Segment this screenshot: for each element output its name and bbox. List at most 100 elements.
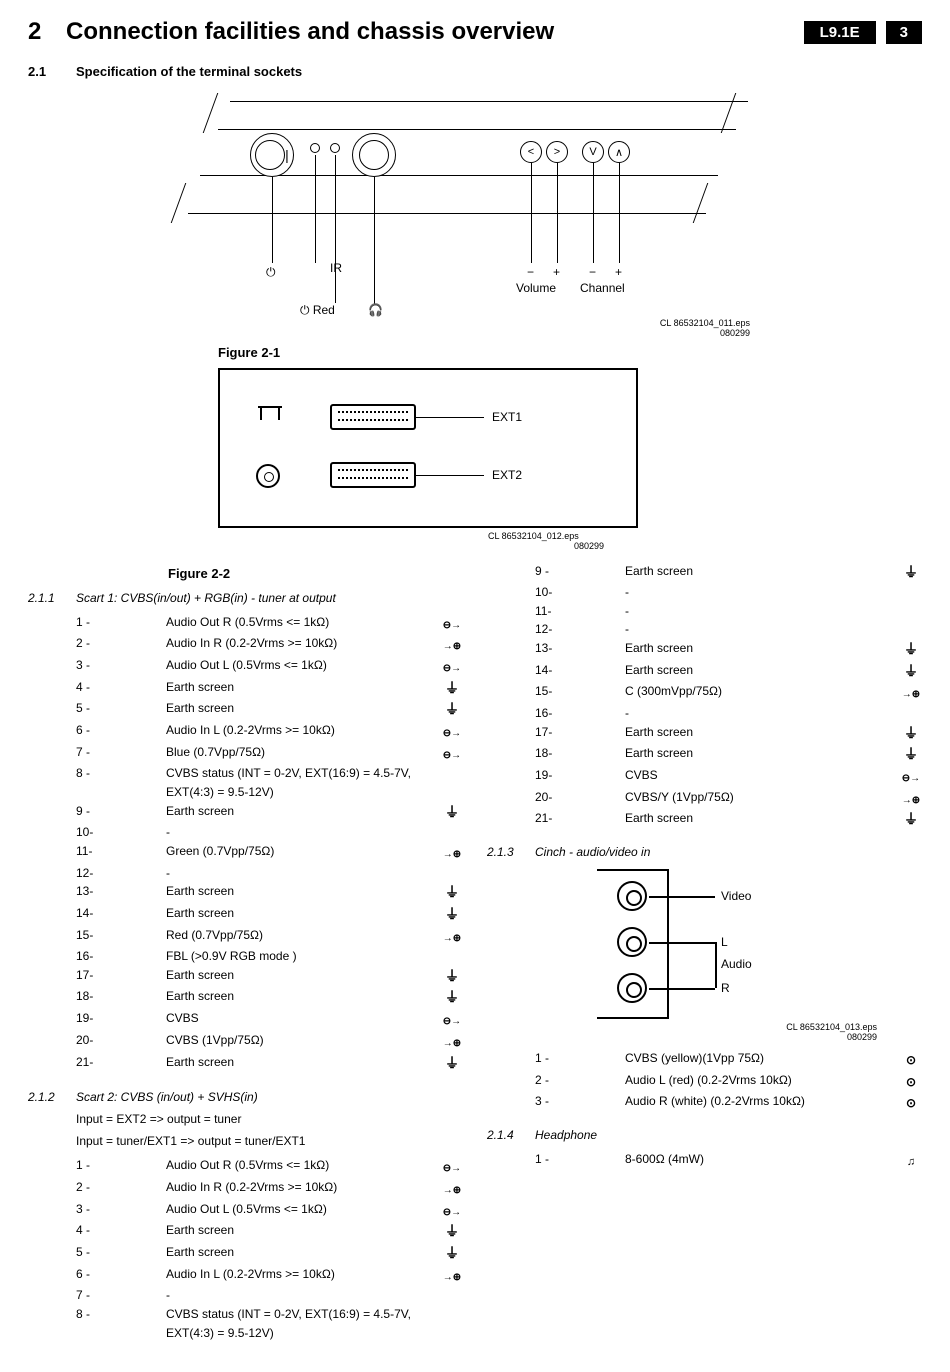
gnd-symbol-icon	[441, 987, 463, 1009]
pin-row: 1 -Audio Out R (0.5Vrms <= 1kΩ)	[28, 613, 463, 635]
pin-description: -	[166, 864, 441, 883]
hp-symbol-icon	[900, 1150, 922, 1172]
pin-description: -	[625, 602, 900, 621]
pin-description: Audio Out R (0.5Vrms <= 1kΩ)	[166, 613, 441, 632]
pin-number: 4 -	[76, 678, 166, 697]
pin-row: 14-Earth screen	[28, 904, 463, 926]
pin-description: -	[166, 823, 441, 842]
video-jack-icon	[617, 881, 647, 911]
gnd-symbol-icon	[900, 809, 922, 831]
pin-row: 8 -CVBS status (INT = 0-2V, EXT(16:9) = …	[28, 1305, 463, 1342]
pin-number: 1 -	[76, 1156, 166, 1175]
pin-number: 21-	[535, 809, 625, 828]
pin-description: Earth screen	[166, 678, 441, 697]
scart2-note1: Input = EXT2 => output = tuner	[76, 1112, 463, 1126]
pin-description: Audio In L (0.2-2Vrms >= 10kΩ)	[166, 1265, 441, 1284]
power-label: ⏻	[266, 265, 276, 280]
pin-row: 9 -Earth screen	[487, 562, 922, 584]
pin-row: 16--	[487, 704, 922, 723]
gnd-symbol-icon	[441, 882, 463, 904]
pin-description: Green (0.7Vpp/75Ω)	[166, 842, 441, 861]
coax-icon	[256, 464, 280, 488]
pin-number: 10-	[76, 823, 166, 842]
scart2-pin-list-b: 9 -Earth screen10--11--12--13-Earth scre…	[487, 562, 922, 832]
pin-number: 19-	[76, 1009, 166, 1028]
ext2-label: EXT2	[492, 468, 522, 482]
pin-description: Audio Out R (0.5Vrms <= 1kΩ)	[166, 1156, 441, 1175]
badge-container: L9.1E 3	[804, 21, 922, 44]
pin-description: CVBS (yellow)(1Vpp 75Ω)	[625, 1049, 900, 1068]
fig21-title: Figure 2-1	[218, 345, 638, 360]
pin-row: 1 -CVBS (yellow)(1Vpp 75Ω)	[487, 1049, 922, 1071]
fig22-caption: CL 86532104_012.eps 080299	[488, 532, 838, 552]
pin-row: 13-Earth screen	[487, 639, 922, 661]
scart2-pin-list-a: 1 -Audio Out R (0.5Vrms <= 1kΩ)2 -Audio …	[28, 1156, 463, 1342]
pin-number: 18-	[535, 744, 625, 763]
model-badge: L9.1E	[804, 21, 876, 44]
fig22-title: Figure 2-2	[168, 566, 463, 581]
pin-description: CVBS/Y (1Vpp/75Ω)	[625, 788, 900, 807]
pin-number: 1 -	[76, 613, 166, 632]
pin-number: 13-	[76, 882, 166, 901]
out-symbol-icon	[441, 1200, 463, 1222]
sub-2-1-4-head: 2.1.4 Headphone	[487, 1128, 922, 1142]
pin-row: 19-CVBS	[28, 1009, 463, 1031]
pin-description: Earth screen	[166, 904, 441, 923]
pin-row: 11--	[487, 602, 922, 621]
pin-description: Earth screen	[166, 966, 441, 985]
pin-row: 17-Earth screen	[487, 723, 922, 745]
pin-description: Earth screen	[166, 1053, 441, 1072]
pin-number: 8 -	[76, 764, 166, 783]
io-symbol-icon	[900, 1092, 922, 1114]
pin-description: FBL (>0.9V RGB mode )	[166, 947, 441, 966]
pin-description: Earth screen	[625, 809, 900, 828]
pin-description: -	[625, 583, 900, 602]
pin-description: Earth screen	[166, 882, 441, 901]
section-2-1-head: 2.1 Specification of the terminal socket…	[28, 64, 922, 79]
gnd-symbol-icon	[441, 1243, 463, 1265]
pin-description: Audio Out L (0.5Vrms <= 1kΩ)	[166, 656, 441, 675]
pin-row: 15-Red (0.7Vpp/75Ω)	[28, 926, 463, 948]
sub-2-1-1-head: 2.1.1 Scart 1: CVBS(in/out) + RGB(in) - …	[28, 591, 463, 605]
minus1-label: −	[527, 265, 534, 279]
pin-description: CVBS status (INT = 0-2V, EXT(16:9) = 4.5…	[166, 764, 441, 801]
pin-columns: Figure 2-2 2.1.1 Scart 1: CVBS(in/out) +…	[28, 562, 922, 1343]
pin-description: Earth screen	[166, 1243, 441, 1262]
page-badge: 3	[886, 21, 922, 44]
pin-number: 9 -	[535, 562, 625, 581]
pin-row: 7 -Blue (0.7Vpp/75Ω)	[28, 743, 463, 765]
pin-number: 21-	[76, 1053, 166, 1072]
pin-number: 14-	[535, 661, 625, 680]
gnd-symbol-icon	[900, 661, 922, 683]
pin-description: Earth screen	[166, 802, 441, 821]
pin-description: Earth screen	[625, 661, 900, 680]
pin-number: 17-	[76, 966, 166, 985]
pin-description: Audio L (red) (0.2-2Vrms 10kΩ)	[625, 1071, 900, 1090]
pin-description: CVBS	[166, 1009, 441, 1028]
right-column: 9 -Earth screen10--11--12--13-Earth scre…	[487, 562, 922, 1343]
pin-description: -	[166, 1286, 441, 1305]
gnd-symbol-icon	[441, 699, 463, 721]
pin-row: 16-FBL (>0.9V RGB mode )	[28, 947, 463, 966]
scart2-icon	[330, 462, 416, 488]
pin-row: 13-Earth screen	[28, 882, 463, 904]
pin-number: 5 -	[76, 1243, 166, 1262]
inp-symbol-icon	[900, 682, 922, 704]
pin-number: 3 -	[76, 656, 166, 675]
section-title: Specification of the terminal sockets	[76, 64, 302, 79]
pin-row: 18-Earth screen	[487, 744, 922, 766]
scart2-note2: Input = tuner/EXT1 => output = tuner/EXT…	[76, 1134, 463, 1148]
video-label: Video	[721, 889, 751, 903]
pin-number: 5 -	[76, 699, 166, 718]
gnd-symbol-icon	[441, 1053, 463, 1075]
pin-number: 7 -	[76, 1286, 166, 1305]
ir-label: IR	[330, 261, 342, 275]
gnd-symbol-icon	[441, 802, 463, 824]
pin-description: Blue (0.7Vpp/75Ω)	[166, 743, 441, 762]
red-label: ⏻ Red	[300, 303, 335, 318]
inp-symbol-icon	[441, 1031, 463, 1053]
fig23-caption: CL 86532104_013.eps 080299	[597, 1023, 877, 1043]
left-column: Figure 2-2 2.1.1 Scart 1: CVBS(in/out) +…	[28, 562, 463, 1343]
figure-2-3: Video L Audio R	[597, 869, 757, 1019]
pin-number: 15-	[535, 682, 625, 701]
